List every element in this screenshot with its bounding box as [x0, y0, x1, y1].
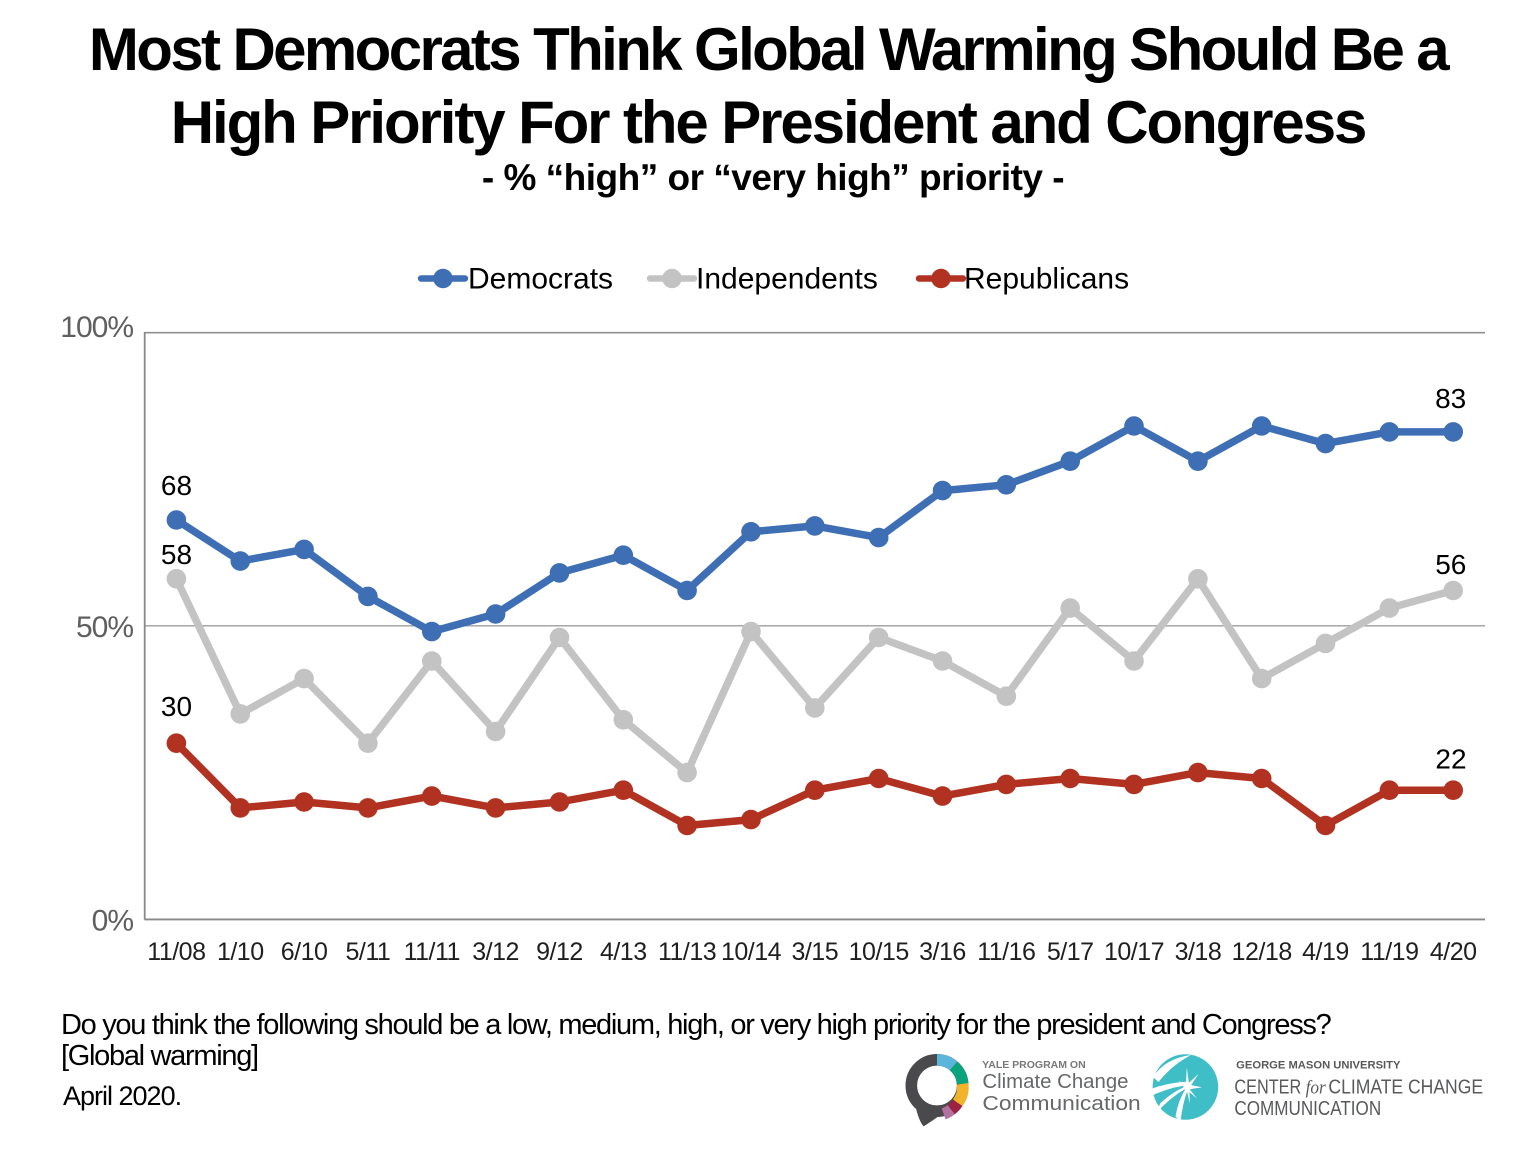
svg-text:22: 22 — [1435, 744, 1466, 775]
svg-text:50%: 50% — [76, 611, 133, 644]
svg-text:0%: 0% — [92, 905, 134, 938]
svg-text:83: 83 — [1435, 383, 1466, 414]
svg-text:11/13: 11/13 — [658, 938, 716, 966]
svg-text:Democrats: Democrats — [468, 263, 613, 296]
svg-text:11/16: 11/16 — [977, 938, 1035, 966]
svg-text:12/18: 12/18 — [1232, 938, 1292, 966]
svg-text:4/19: 4/19 — [1302, 938, 1349, 966]
svg-text:6/10: 6/10 — [281, 938, 328, 966]
svg-text:100%: 100% — [60, 311, 133, 344]
svg-text:CENTER: CENTER — [1234, 1075, 1301, 1098]
svg-text:COMMUNICATION: COMMUNICATION — [1234, 1097, 1381, 1120]
svg-text:68: 68 — [161, 470, 192, 501]
svg-text:4/20: 4/20 — [1430, 938, 1477, 966]
svg-text:4/13: 4/13 — [600, 938, 647, 966]
svg-text:10/14: 10/14 — [721, 938, 782, 966]
svg-text:5/11: 5/11 — [345, 938, 390, 966]
svg-text:3/16: 3/16 — [919, 938, 966, 966]
svg-text:Independents: Independents — [696, 263, 878, 296]
svg-text:56: 56 — [1435, 549, 1466, 580]
svg-text:11/08: 11/08 — [147, 938, 205, 966]
svg-text:Communication: Communication — [982, 1093, 1140, 1115]
svg-text:GEORGE MASON UNIVERSITY: GEORGE MASON UNIVERSITY — [1236, 1060, 1401, 1072]
svg-text:11/19: 11/19 — [1360, 938, 1418, 966]
svg-text:Republicans: Republicans — [964, 263, 1129, 296]
svg-text:9/12: 9/12 — [536, 938, 583, 966]
svg-text:10/17: 10/17 — [1104, 938, 1164, 966]
svg-text:3/15: 3/15 — [791, 938, 838, 966]
svg-text:1/10: 1/10 — [217, 938, 264, 966]
svg-text:58: 58 — [161, 539, 192, 570]
svg-text:Climate Change: Climate Change — [982, 1071, 1128, 1093]
svg-text:3/18: 3/18 — [1175, 938, 1222, 966]
svg-text:for: for — [1306, 1077, 1327, 1098]
svg-text:30: 30 — [161, 691, 192, 722]
svg-text:10/15: 10/15 — [849, 938, 909, 966]
svg-text:5/17: 5/17 — [1047, 938, 1094, 966]
svg-text:CLIMATE CHANGE: CLIMATE CHANGE — [1328, 1075, 1483, 1098]
svg-text:11/11: 11/11 — [404, 938, 460, 966]
svg-text:3/12: 3/12 — [472, 938, 519, 966]
svg-text:YALE PROGRAM ON: YALE PROGRAM ON — [982, 1060, 1085, 1071]
